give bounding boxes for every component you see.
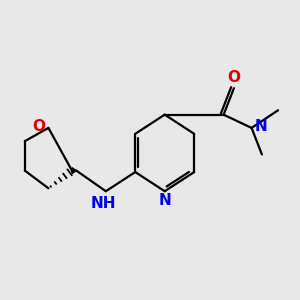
Text: O: O <box>227 70 240 85</box>
Text: N: N <box>254 119 267 134</box>
Text: O: O <box>32 119 45 134</box>
Polygon shape <box>72 168 76 174</box>
Text: NH: NH <box>91 196 116 211</box>
Text: N: N <box>158 193 171 208</box>
